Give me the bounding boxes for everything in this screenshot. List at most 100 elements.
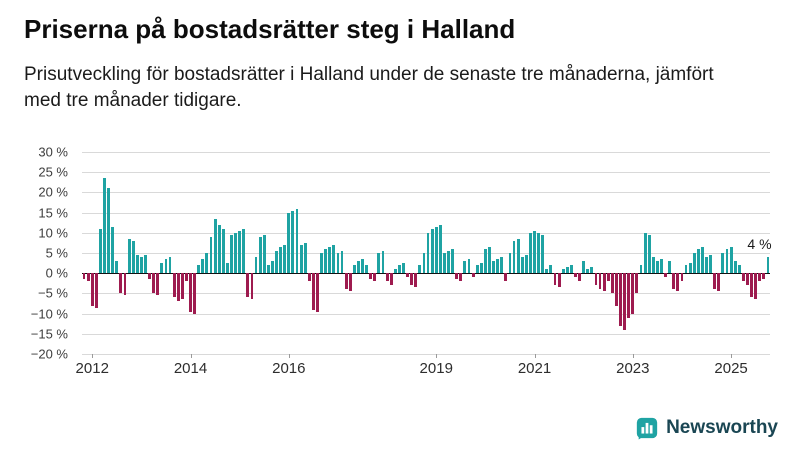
bar — [545, 269, 549, 274]
bar — [455, 273, 459, 280]
bar — [356, 261, 360, 274]
bar — [582, 261, 586, 274]
bar — [103, 178, 106, 274]
bar — [602, 273, 606, 292]
price-chart: 30 % 25 % 20 % 15 % 10 % 5 % 0 % −5 % −10 % −15 %… — [24, 144, 776, 382]
bar — [201, 259, 205, 274]
bar — [135, 255, 139, 274]
gridline — [82, 152, 770, 153]
bar — [320, 253, 323, 274]
bar — [303, 242, 307, 274]
bar — [557, 273, 561, 288]
bar — [311, 273, 315, 310]
bar — [459, 273, 463, 282]
bar — [721, 253, 725, 274]
x-tick-label: 2019 — [419, 360, 453, 377]
plot-area: 4 % — [82, 152, 772, 355]
x-tick-label: 2014 — [173, 360, 208, 377]
bar — [623, 273, 627, 330]
bar — [352, 265, 356, 274]
bar — [524, 255, 528, 274]
gridline — [82, 354, 770, 355]
bar — [426, 232, 430, 274]
bar — [750, 273, 753, 298]
x-tick-label: 2025 — [714, 360, 748, 377]
bar — [156, 273, 160, 296]
bar — [393, 269, 397, 274]
bar — [148, 273, 151, 280]
y-tick-label: 5 % — [45, 245, 68, 261]
gridline — [82, 293, 770, 295]
bar — [250, 273, 254, 300]
x-tick-mark — [190, 354, 192, 358]
y-tick-label: −15 % — [30, 326, 68, 342]
bar — [279, 246, 283, 274]
bar — [295, 208, 299, 274]
bar — [115, 261, 119, 274]
y-tick-label: 30 % — [38, 144, 68, 160]
bar — [549, 265, 553, 274]
gridline — [82, 313, 770, 315]
y-tick-label: −20 % — [30, 346, 68, 362]
bar — [508, 253, 512, 274]
bar — [328, 246, 332, 274]
bar — [614, 273, 618, 306]
bar — [270, 261, 274, 274]
bar — [180, 273, 184, 300]
bar — [90, 273, 94, 306]
bar — [541, 234, 545, 274]
bar — [660, 259, 663, 274]
bar — [496, 259, 500, 274]
gridline — [82, 192, 770, 194]
x-tick-label: 2012 — [75, 360, 109, 377]
bar — [197, 265, 201, 274]
bar — [483, 248, 487, 274]
bar — [639, 265, 643, 274]
x-tick-label: 2021 — [517, 360, 552, 377]
bar — [631, 273, 635, 314]
bar — [316, 273, 319, 312]
bar — [717, 273, 721, 292]
bar — [373, 273, 377, 282]
y-tick-label: 0 % — [45, 265, 68, 281]
bar — [451, 248, 455, 274]
y-tick-label: 25 % — [38, 164, 68, 180]
bar — [504, 273, 508, 282]
gridline — [82, 172, 770, 174]
bar — [410, 273, 414, 286]
bar — [299, 244, 303, 274]
bar — [598, 273, 602, 290]
bar — [676, 273, 680, 292]
bar — [475, 265, 479, 274]
bar — [647, 234, 651, 274]
newsworthy-logo-icon — [635, 416, 659, 440]
bar — [463, 261, 467, 274]
bar — [664, 273, 667, 278]
bar — [565, 267, 569, 274]
y-tick-label: −10 % — [30, 306, 68, 322]
annotation-label: 4 % — [747, 236, 772, 253]
bar — [361, 259, 364, 274]
bar — [569, 265, 573, 274]
x-axis: 2012 2014 2016 2019 2021 2023 2025 — [76, 354, 770, 382]
bar — [381, 250, 385, 274]
bar — [221, 228, 225, 274]
bar — [442, 253, 446, 274]
x-tick-mark — [92, 354, 94, 358]
bar — [340, 250, 344, 274]
bar — [754, 273, 758, 300]
bar — [537, 232, 541, 274]
bar — [324, 248, 328, 274]
bar — [430, 228, 434, 274]
bar — [164, 259, 168, 274]
bar — [713, 273, 717, 290]
bar — [225, 263, 229, 274]
bar — [139, 257, 143, 274]
bar — [655, 261, 659, 274]
bar — [533, 230, 536, 274]
gridline — [82, 232, 770, 234]
bar — [107, 188, 111, 274]
bar — [528, 232, 532, 274]
bar — [635, 273, 639, 294]
bar — [377, 253, 381, 274]
